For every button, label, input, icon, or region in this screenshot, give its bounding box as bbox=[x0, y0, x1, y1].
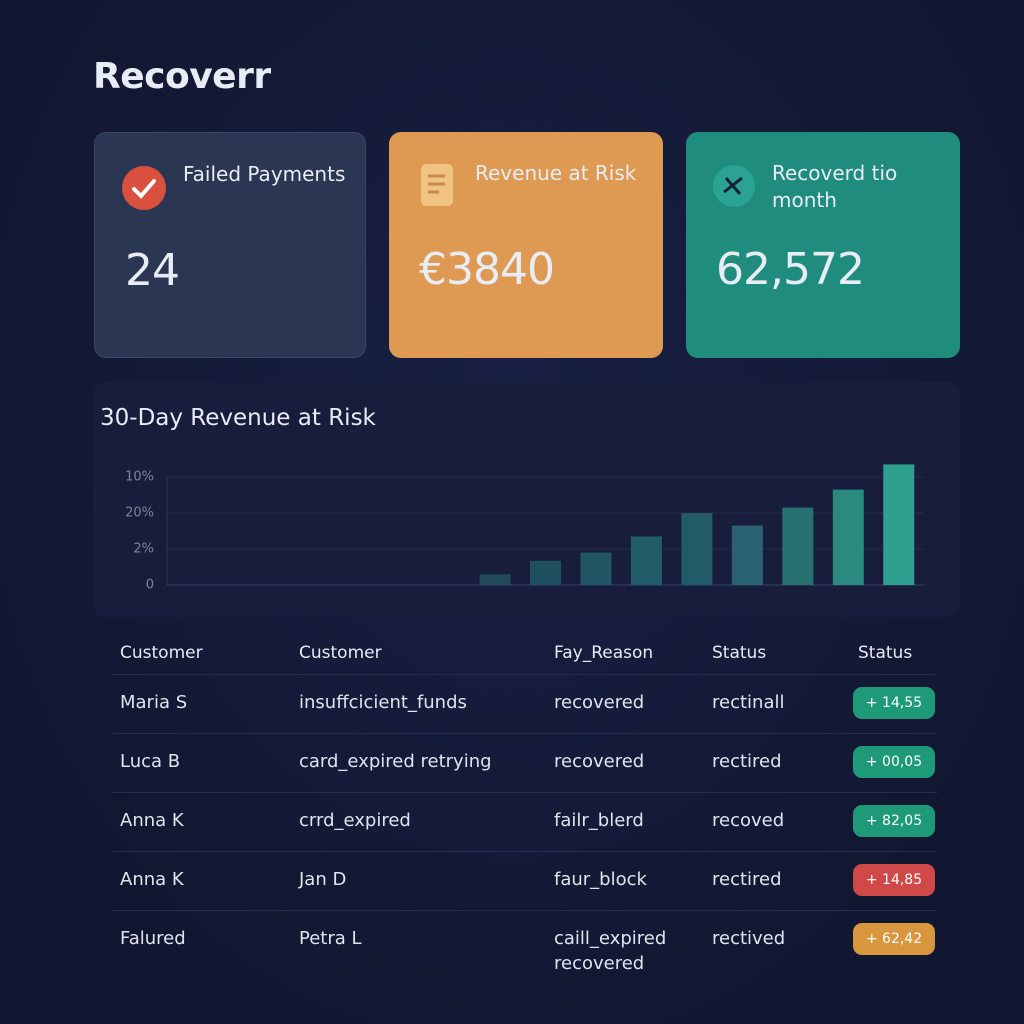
column-header: Status bbox=[712, 643, 767, 663]
cell: Luca B bbox=[120, 751, 181, 772]
row-separator bbox=[112, 674, 937, 675]
card: Failed Payments 24 bbox=[94, 132, 366, 358]
cell: Falured bbox=[120, 928, 186, 949]
y-tick-label: 0 bbox=[146, 578, 154, 593]
column-header: Customer bbox=[299, 643, 382, 663]
card-value: €3840 bbox=[419, 244, 555, 295]
cell: rectinall bbox=[712, 692, 785, 713]
y-tick-label: 10% bbox=[125, 470, 154, 485]
status-badge: + 82,05 bbox=[853, 805, 935, 837]
icon bbox=[421, 164, 453, 206]
icon bbox=[122, 166, 166, 210]
column-header: Fay_Reason bbox=[554, 643, 654, 663]
card: Recoverd tio month 62,572 bbox=[686, 132, 960, 358]
bar bbox=[580, 552, 612, 585]
column-header: Customer bbox=[120, 643, 203, 663]
row-separator bbox=[112, 733, 937, 734]
card-value: 62,572 bbox=[716, 244, 865, 295]
card-title: Recoverd tio month bbox=[772, 161, 898, 212]
bar bbox=[883, 464, 915, 585]
card: Revenue at Risk €3840 bbox=[389, 132, 663, 358]
chart-panel bbox=[93, 382, 960, 617]
cell: Anna K bbox=[120, 869, 184, 890]
cell: caill_expired recovered bbox=[554, 928, 667, 974]
bar bbox=[630, 536, 662, 585]
chart: 0 2% 20% 10% bbox=[125, 464, 924, 593]
status-badge: + 00,05 bbox=[853, 746, 935, 778]
card-title: Failed Payments bbox=[183, 162, 346, 186]
cell: recovered bbox=[554, 692, 645, 713]
card-value: 24 bbox=[125, 245, 180, 296]
bar bbox=[731, 525, 763, 585]
cell: insuffcicient_funds bbox=[299, 692, 467, 713]
y-tick-label: 20% bbox=[125, 506, 154, 521]
cell: Petra L bbox=[299, 928, 362, 949]
cell: faur_block bbox=[554, 869, 647, 890]
cell: rectived bbox=[712, 928, 786, 949]
status-badge: + 14,85 bbox=[853, 864, 935, 896]
bar bbox=[832, 489, 864, 585]
bar bbox=[530, 560, 561, 585]
app-title: Recoverr bbox=[93, 56, 271, 97]
cell: recovered bbox=[554, 751, 645, 772]
cell: card_expired retrying bbox=[299, 751, 492, 772]
card-title: Revenue at Risk bbox=[475, 161, 637, 185]
cell: crrd_expired bbox=[299, 810, 411, 831]
cell: rectired bbox=[712, 869, 782, 890]
bar bbox=[479, 574, 511, 585]
icon bbox=[713, 165, 755, 207]
bar bbox=[681, 513, 713, 585]
column-header: Status bbox=[858, 643, 913, 663]
status-badge: + 62,42 bbox=[853, 923, 935, 955]
row-separator bbox=[112, 851, 937, 852]
row-separator bbox=[112, 910, 937, 911]
row-separator bbox=[112, 792, 937, 793]
cell: Jan D bbox=[299, 869, 347, 890]
cell: Anna K bbox=[120, 810, 184, 831]
status-badge: + 14,55 bbox=[853, 687, 935, 719]
y-tick-label: 2% bbox=[133, 542, 154, 557]
chart-title: 30-Day Revenue at Risk bbox=[100, 405, 376, 431]
bar bbox=[782, 507, 814, 585]
cell: rectired bbox=[712, 751, 782, 772]
cell: failr_blerd bbox=[554, 810, 644, 831]
cell: recoved bbox=[712, 810, 785, 831]
cell: Maria S bbox=[120, 692, 188, 713]
